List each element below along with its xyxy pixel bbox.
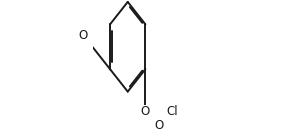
Text: O: O — [79, 29, 88, 42]
Text: O: O — [141, 105, 150, 118]
Text: Cl: Cl — [167, 105, 178, 118]
Text: O: O — [154, 119, 164, 132]
